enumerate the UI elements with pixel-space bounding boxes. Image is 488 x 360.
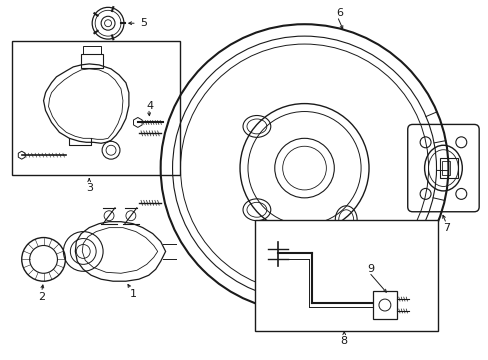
Text: 9: 9	[366, 264, 374, 274]
Bar	[440, 158, 457, 178]
Bar	[81, 54, 103, 68]
Bar	[254, 220, 438, 331]
Text: 2: 2	[38, 292, 45, 302]
Text: 5: 5	[140, 18, 147, 28]
Text: 3: 3	[85, 183, 93, 193]
Bar	[442, 161, 449, 175]
Bar	[372, 291, 396, 319]
Text: 4: 4	[146, 100, 153, 111]
Text: 6: 6	[335, 8, 342, 18]
Text: 1: 1	[129, 289, 136, 299]
Text: 8: 8	[340, 336, 347, 346]
Bar	[12, 41, 180, 175]
Bar	[83, 46, 101, 54]
Text: 7: 7	[442, 222, 449, 233]
